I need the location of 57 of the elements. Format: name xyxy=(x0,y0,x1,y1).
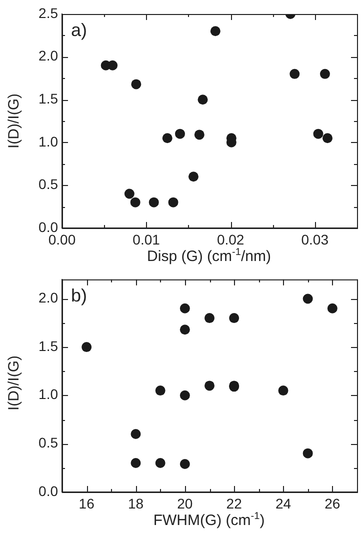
point xyxy=(175,128,185,139)
y-tick-label: 1.5 xyxy=(38,338,58,354)
x-tick-label: 0.02 xyxy=(216,231,244,248)
point xyxy=(180,390,190,400)
point xyxy=(204,380,214,391)
point xyxy=(155,386,166,396)
point xyxy=(108,60,118,70)
y-tick-label: 2.0 xyxy=(38,48,58,64)
point xyxy=(302,294,313,304)
point xyxy=(198,94,208,105)
point xyxy=(313,128,324,139)
x-tick-label: 24 xyxy=(275,495,292,512)
point xyxy=(210,26,220,36)
y-axis-title: I(D)/I(G) xyxy=(6,355,22,410)
y-tick-label: 1.0 xyxy=(38,133,58,150)
point xyxy=(130,197,140,208)
point xyxy=(278,386,288,396)
x-tick-label: 18 xyxy=(128,495,144,512)
x-tick-label: 22 xyxy=(226,495,242,512)
point xyxy=(290,68,300,79)
point xyxy=(194,130,204,140)
point xyxy=(155,458,166,468)
x-tick-label: 0.01 xyxy=(132,231,160,248)
point xyxy=(322,133,332,144)
point xyxy=(302,448,313,458)
point xyxy=(130,458,141,468)
y-tick-label: 0.0 xyxy=(38,482,58,499)
point xyxy=(327,303,338,314)
point xyxy=(130,429,141,440)
y-tick-label: 1.0 xyxy=(38,386,58,402)
y-tick-label: 1.5 xyxy=(38,90,58,106)
point xyxy=(180,458,190,469)
y-axis-title: I(D)/I(G) xyxy=(6,94,22,148)
annotation: a) xyxy=(71,20,88,40)
y-tick-label: 0.5 xyxy=(38,434,58,451)
x-tick-label: 20 xyxy=(177,495,193,512)
point xyxy=(229,313,240,324)
point xyxy=(124,188,134,199)
point xyxy=(320,68,330,79)
x-tick-label: 16 xyxy=(78,495,95,512)
point xyxy=(131,79,142,90)
y-tick-label: 2.5 xyxy=(38,4,58,21)
y-tick-label: 0.5 xyxy=(38,176,58,192)
y-tick-label: 2.0 xyxy=(38,290,58,306)
annotation: b) xyxy=(71,285,88,306)
point xyxy=(188,172,198,182)
point xyxy=(168,197,178,208)
point xyxy=(82,342,92,352)
point xyxy=(180,303,190,314)
x-axis-title: FWHM(G) (cm$^{-1}$) xyxy=(152,511,266,529)
point xyxy=(204,313,214,324)
point xyxy=(180,324,190,335)
point xyxy=(162,133,172,144)
x-axis-title: Disp (G) (cm$^{-1}$/nm) xyxy=(146,247,272,265)
x-tick-label: 26 xyxy=(324,495,340,512)
x-tick-label: 0.03 xyxy=(301,231,329,248)
point xyxy=(148,197,159,208)
